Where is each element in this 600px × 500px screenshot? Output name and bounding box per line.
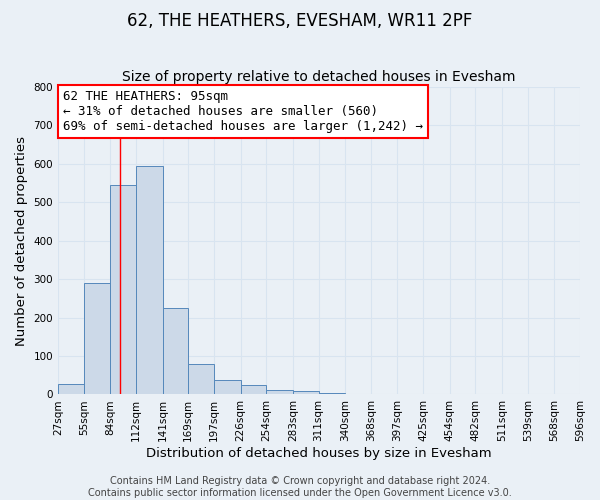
Bar (266, 390, 293, 394)
Title: Size of property relative to detached houses in Evesham: Size of property relative to detached ho… (122, 70, 516, 85)
Bar (241, 385, 266, 394)
Bar (136, 166, 163, 394)
Bar (58, 384, 84, 394)
Bar (293, 392, 319, 394)
Bar (110, 185, 136, 394)
Bar (319, 392, 345, 394)
Bar (163, 308, 188, 394)
Bar (84, 283, 110, 395)
Text: 62 THE HEATHERS: 95sqm
← 31% of detached houses are smaller (560)
69% of semi-de: 62 THE HEATHERS: 95sqm ← 31% of detached… (63, 90, 423, 133)
Bar (188, 364, 214, 394)
Text: Contains HM Land Registry data © Crown copyright and database right 2024.
Contai: Contains HM Land Registry data © Crown c… (88, 476, 512, 498)
Bar (214, 380, 241, 394)
Y-axis label: Number of detached properties: Number of detached properties (15, 136, 28, 346)
X-axis label: Distribution of detached houses by size in Evesham: Distribution of detached houses by size … (146, 447, 492, 460)
Text: 62, THE HEATHERS, EVESHAM, WR11 2PF: 62, THE HEATHERS, EVESHAM, WR11 2PF (127, 12, 473, 30)
